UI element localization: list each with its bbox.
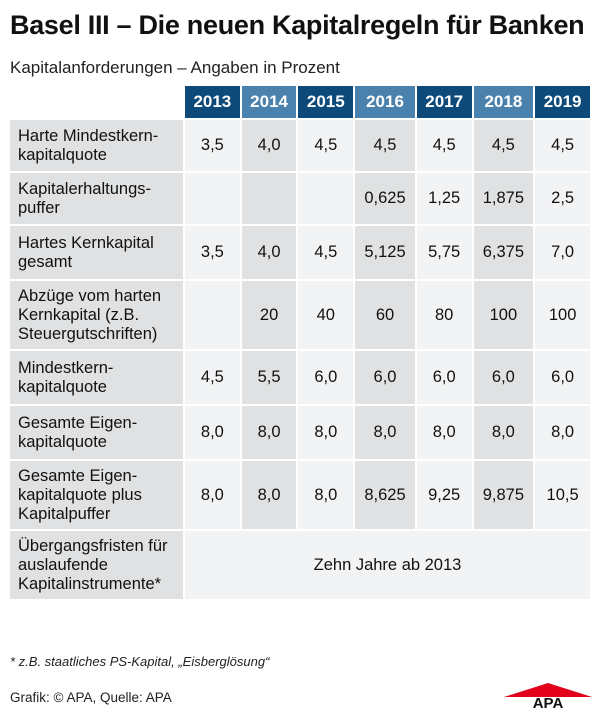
value-cell: 3,5 [183, 118, 240, 171]
value-cell: 1,875 [471, 171, 534, 224]
value-cell: 4,5 [296, 118, 354, 171]
year-header: 2015 [296, 86, 354, 118]
year-header: 2018 [471, 86, 534, 118]
value-cell: 40 [296, 279, 354, 349]
table-row: Abzüge vom harten Kernkapital (z.B. Steu… [10, 279, 590, 349]
value-cell: 8,0 [239, 404, 297, 459]
table-row-merged: Übergangsfristen für auslaufende Kapital… [10, 529, 590, 599]
value-cell: 6,0 [533, 349, 590, 404]
value-cell: 10,5 [533, 459, 590, 529]
row-label: Übergangsfristen für auslaufende Kapital… [10, 529, 183, 599]
value-cell: 60 [353, 279, 415, 349]
row-label: Gesamte Eigen-kapitalquote plus Kapitalp… [10, 459, 183, 529]
row-label: Kapitalerhaltungs-puffer [10, 171, 183, 224]
table-row: Hartes Kernkapital gesamt 3,5 4,0 4,5 5,125 5… [10, 224, 590, 279]
merged-value-cell: Zehn Jahre ab 2013 [183, 529, 590, 599]
value-cell: 9,25 [414, 459, 472, 529]
value-cell: 6,0 [296, 349, 354, 404]
value-cell: 6,0 [414, 349, 472, 404]
value-cell [183, 279, 240, 349]
value-cell: 8,0 [239, 459, 297, 529]
value-cell: 8,0 [533, 404, 590, 459]
header: Basel III – Die neuen Kapitalregeln für … [0, 0, 600, 78]
value-cell: 4,5 [533, 118, 590, 171]
value-cell [296, 171, 354, 224]
apa-logo: APA [504, 683, 592, 709]
value-cell: 80 [414, 279, 472, 349]
year-header: 2019 [533, 86, 590, 118]
year-header: 2014 [239, 86, 297, 118]
value-cell [239, 171, 297, 224]
value-cell: 5,125 [353, 224, 415, 279]
table-row: Mindestkern-kapitalquote 4,5 5,5 6,0 6,0 6,0 6… [10, 349, 590, 404]
value-cell: 20 [239, 279, 297, 349]
value-cell [183, 171, 240, 224]
row-label: Mindestkern-kapitalquote [10, 349, 183, 404]
year-header: 2017 [414, 86, 472, 118]
table-row: Kapitalerhaltungs-puffer 0,625 1,25 1,875 2,… [10, 171, 590, 224]
row-label: Hartes Kernkapital gesamt [10, 224, 183, 279]
value-cell: 3,5 [183, 224, 240, 279]
year-header: 2013 [183, 86, 240, 118]
value-cell: 5,75 [414, 224, 472, 279]
table-row: Harte Mindestkern-kapitalquote 3,5 4,0 4,5 4… [10, 118, 590, 171]
value-cell: 6,375 [471, 224, 534, 279]
table-row: Gesamte Eigen-kapitalquote plus Kapitalp… [10, 459, 590, 529]
header-corner [10, 86, 183, 118]
value-cell: 8,0 [353, 404, 415, 459]
row-label: Harte Mindestkern-kapitalquote [10, 118, 183, 171]
value-cell: 100 [533, 279, 590, 349]
row-label: Abzüge vom harten Kernkapital (z.B. Steu… [10, 279, 183, 349]
chart-subtitle: Kapitalanforderungen – Angaben in Prozen… [10, 58, 340, 77]
value-cell: 8,0 [471, 404, 534, 459]
table-body: Harte Mindestkern-kapitalquote 3,5 4,0 4,5 4… [10, 118, 590, 599]
value-cell: 4,5 [414, 118, 472, 171]
capital-requirements-table: 2013 2014 2015 2016 2017 2018 2019 Harte… [10, 86, 590, 599]
footnote: * z.B. staatliches PS-Kapital, „Eisbergl… [10, 654, 270, 669]
value-cell: 100 [471, 279, 534, 349]
source-credit: Grafik: © APA, Quelle: APA [10, 690, 172, 705]
value-cell: 4,5 [353, 118, 415, 171]
value-cell: 8,625 [353, 459, 415, 529]
value-cell: 2,5 [533, 171, 590, 224]
value-cell: 0,625 [353, 171, 415, 224]
value-cell: 4,5 [471, 118, 534, 171]
value-cell: 4,0 [239, 224, 297, 279]
row-label: Gesamte Eigen-kapitalquote [10, 404, 183, 459]
value-cell: 4,5 [183, 349, 240, 404]
value-cell: 8,0 [296, 459, 354, 529]
year-header-row: 2013 2014 2015 2016 2017 2018 2019 [10, 86, 590, 118]
value-cell: 1,25 [414, 171, 472, 224]
value-cell: 4,0 [239, 118, 297, 171]
value-cell: 7,0 [533, 224, 590, 279]
value-cell: 6,0 [353, 349, 415, 404]
value-cell: 9,875 [471, 459, 534, 529]
apa-logo-text: APA [533, 695, 564, 709]
value-cell: 8,0 [183, 404, 240, 459]
value-cell: 8,0 [296, 404, 354, 459]
value-cell: 6,0 [471, 349, 534, 404]
value-cell: 4,5 [296, 224, 354, 279]
chart-title: Basel III – Die neuen Kapitalregeln für … [10, 10, 585, 40]
table-row: Gesamte Eigen-kapitalquote 8,0 8,0 8,0 8,0 8,… [10, 404, 590, 459]
value-cell: 8,0 [414, 404, 472, 459]
apa-logo-roof [504, 683, 592, 697]
year-header: 2016 [353, 86, 415, 118]
value-cell: 8,0 [183, 459, 240, 529]
value-cell: 5,5 [239, 349, 297, 404]
